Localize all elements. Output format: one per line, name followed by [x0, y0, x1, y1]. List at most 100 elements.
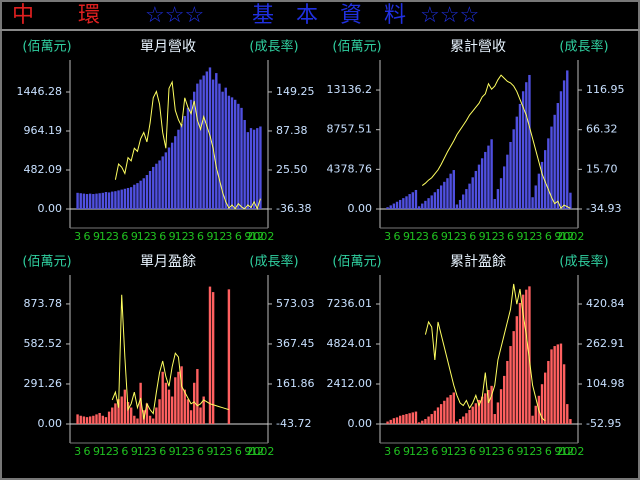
bar [408, 194, 411, 209]
bar [547, 360, 550, 424]
bar [117, 399, 120, 424]
bar [569, 192, 572, 209]
stars: ☆☆☆ [420, 3, 479, 28]
bar [503, 375, 506, 424]
bar [79, 193, 82, 209]
bar [484, 151, 487, 209]
y-tick-label: 582.52 [24, 337, 63, 350]
x-tick-label: 3 [498, 445, 505, 458]
x-tick-label: 9 [244, 445, 251, 458]
bar [566, 70, 569, 209]
bar [443, 400, 446, 424]
bar [152, 166, 155, 209]
x-tick-label: 9 [441, 230, 448, 243]
bar [462, 416, 465, 424]
bar [139, 382, 142, 424]
bar [104, 192, 108, 209]
bar [189, 99, 193, 209]
y2-axis-label: (成長率) [559, 254, 608, 270]
bar [465, 413, 468, 424]
bar [199, 79, 202, 209]
bar [120, 396, 123, 424]
bar [170, 142, 174, 209]
bar [544, 372, 547, 424]
bar [180, 124, 183, 209]
bar [392, 203, 396, 209]
x-tick-label: 9 [403, 445, 410, 458]
x-tick-label: 9 [131, 230, 138, 243]
x-tick-label: 12 [409, 445, 423, 458]
bar [218, 83, 221, 209]
bar [452, 170, 455, 209]
bar [170, 396, 174, 424]
bar [161, 156, 164, 209]
bar [553, 346, 556, 424]
x-tick-label: 12 [485, 445, 499, 458]
bar [202, 396, 205, 424]
x-tick-label: 6 [159, 230, 166, 243]
company: 中 環 [12, 3, 100, 28]
x-tick-label: 3 [74, 230, 81, 243]
x-tick-label: 12 [250, 445, 264, 458]
bar [569, 419, 572, 424]
x-tick-label: 6 [507, 230, 514, 243]
bar [158, 399, 161, 424]
bar [155, 407, 158, 424]
x-tick-label: 3 [422, 445, 429, 458]
bar [496, 189, 500, 209]
bar [155, 163, 158, 209]
x-tick-label: 9 [441, 445, 448, 458]
bar [164, 152, 168, 209]
x-tick-label: 3 [112, 230, 119, 243]
bar [126, 187, 130, 209]
bar [386, 207, 389, 209]
bar [427, 416, 430, 424]
x-tick-label: 12 [447, 230, 461, 243]
chart-title: 單月盈餘 [140, 253, 196, 270]
bar [208, 67, 212, 209]
bar [496, 402, 500, 424]
bar [408, 413, 411, 424]
x-tick-label: 6 [84, 230, 91, 243]
bar [76, 414, 79, 424]
y2-tick-label: -52.95 [586, 417, 621, 430]
bar [405, 414, 408, 424]
x-tick-label: 9 [554, 230, 561, 243]
y-tick-label: 4378.76 [327, 162, 373, 175]
y2-tick-label: 87.38 [276, 124, 308, 137]
bar [164, 382, 168, 424]
x-tick-label: 6 [197, 230, 204, 243]
bar [227, 289, 231, 424]
bar [123, 389, 127, 424]
bar [129, 187, 133, 209]
bar [249, 128, 253, 209]
bar [550, 349, 553, 424]
x-tick-label: 2002 [246, 445, 274, 458]
y-tick-label: 291.26 [24, 377, 63, 390]
bar [525, 289, 528, 424]
bar [487, 390, 490, 424]
x-tick-label: 6 [469, 445, 476, 458]
bar [395, 417, 399, 424]
bar [221, 91, 224, 209]
bar [402, 198, 405, 209]
x-tick-label: 12 [175, 445, 189, 458]
y2-tick-label: 15.70 [586, 162, 618, 175]
bar [133, 415, 136, 424]
x-tick-label: 9 [554, 445, 561, 458]
bar [183, 115, 186, 209]
y-tick-label: 0.00 [348, 202, 373, 215]
y2-tick-label: 420.84 [586, 297, 625, 310]
bar [136, 183, 139, 209]
y2-tick-label: 25.50 [276, 163, 308, 176]
bar [499, 178, 503, 209]
y2-axis-label: (成長率) [249, 254, 298, 270]
bar [493, 414, 496, 424]
y-tick-label: 7236.01 [327, 297, 373, 310]
x-tick-label: 6 [545, 445, 552, 458]
bar [540, 384, 544, 424]
y-axis-label: (佰萬元) [22, 40, 71, 55]
bar [553, 114, 556, 209]
x-tick-label: 12 [212, 230, 226, 243]
